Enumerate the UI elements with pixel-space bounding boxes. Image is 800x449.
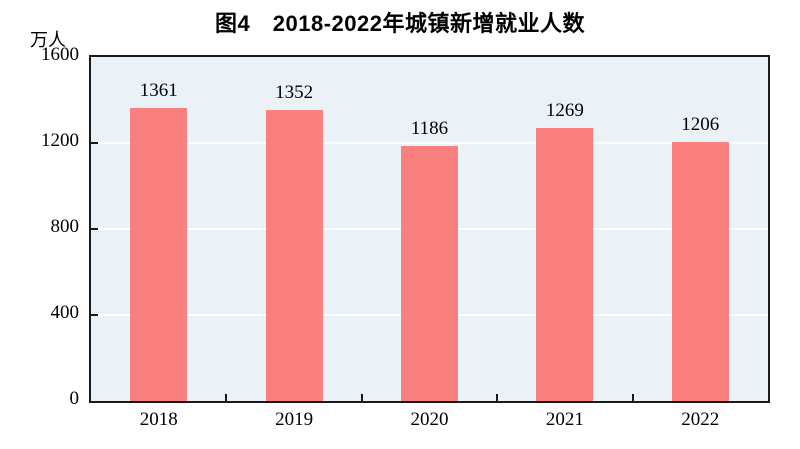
bar-value-label: 1352	[275, 82, 314, 104]
y-axis-tick	[91, 314, 98, 316]
x-tick-label-2021: 2021	[545, 409, 584, 430]
y-axis-unit-label: 万人	[30, 30, 66, 50]
bar-value-label: 1206	[681, 113, 720, 135]
y-tick-label-800: 800	[50, 216, 80, 237]
chart-title: 图4 2018-2022年城镇新增就业人数	[215, 11, 585, 36]
bar-value-label: 1186	[410, 118, 449, 139]
bar-value-label: 1361	[139, 80, 178, 102]
bar-2019	[265, 110, 323, 401]
x-tick-label-2022: 2022	[681, 409, 720, 430]
bar-2020	[401, 146, 458, 401]
x-tick-label-2019: 2019	[275, 409, 314, 430]
y-axis-tick	[91, 228, 98, 230]
y-tick-label-400: 400	[50, 302, 80, 323]
x-axis-tick	[496, 394, 499, 401]
bar-2022	[671, 141, 729, 401]
x-axis-tick	[631, 394, 634, 401]
x-tick-label-2018: 2018	[139, 409, 178, 430]
x-axis-tick	[225, 394, 228, 401]
y-tick-label-1600: 1600	[41, 44, 79, 65]
bar-2018	[130, 108, 188, 401]
x-axis-tick	[360, 394, 363, 401]
bar-value-label: 1269	[545, 100, 584, 122]
bar-2021	[536, 128, 594, 401]
y-tick-label-1200: 1200	[41, 130, 79, 151]
x-tick-label-2020: 2020	[410, 409, 449, 430]
gridline	[91, 142, 768, 144]
y-tick-label-0: 0	[69, 388, 80, 409]
y-axis-tick	[91, 142, 98, 144]
plot-area: 1361 1352 1186 1269 1206	[89, 55, 770, 403]
